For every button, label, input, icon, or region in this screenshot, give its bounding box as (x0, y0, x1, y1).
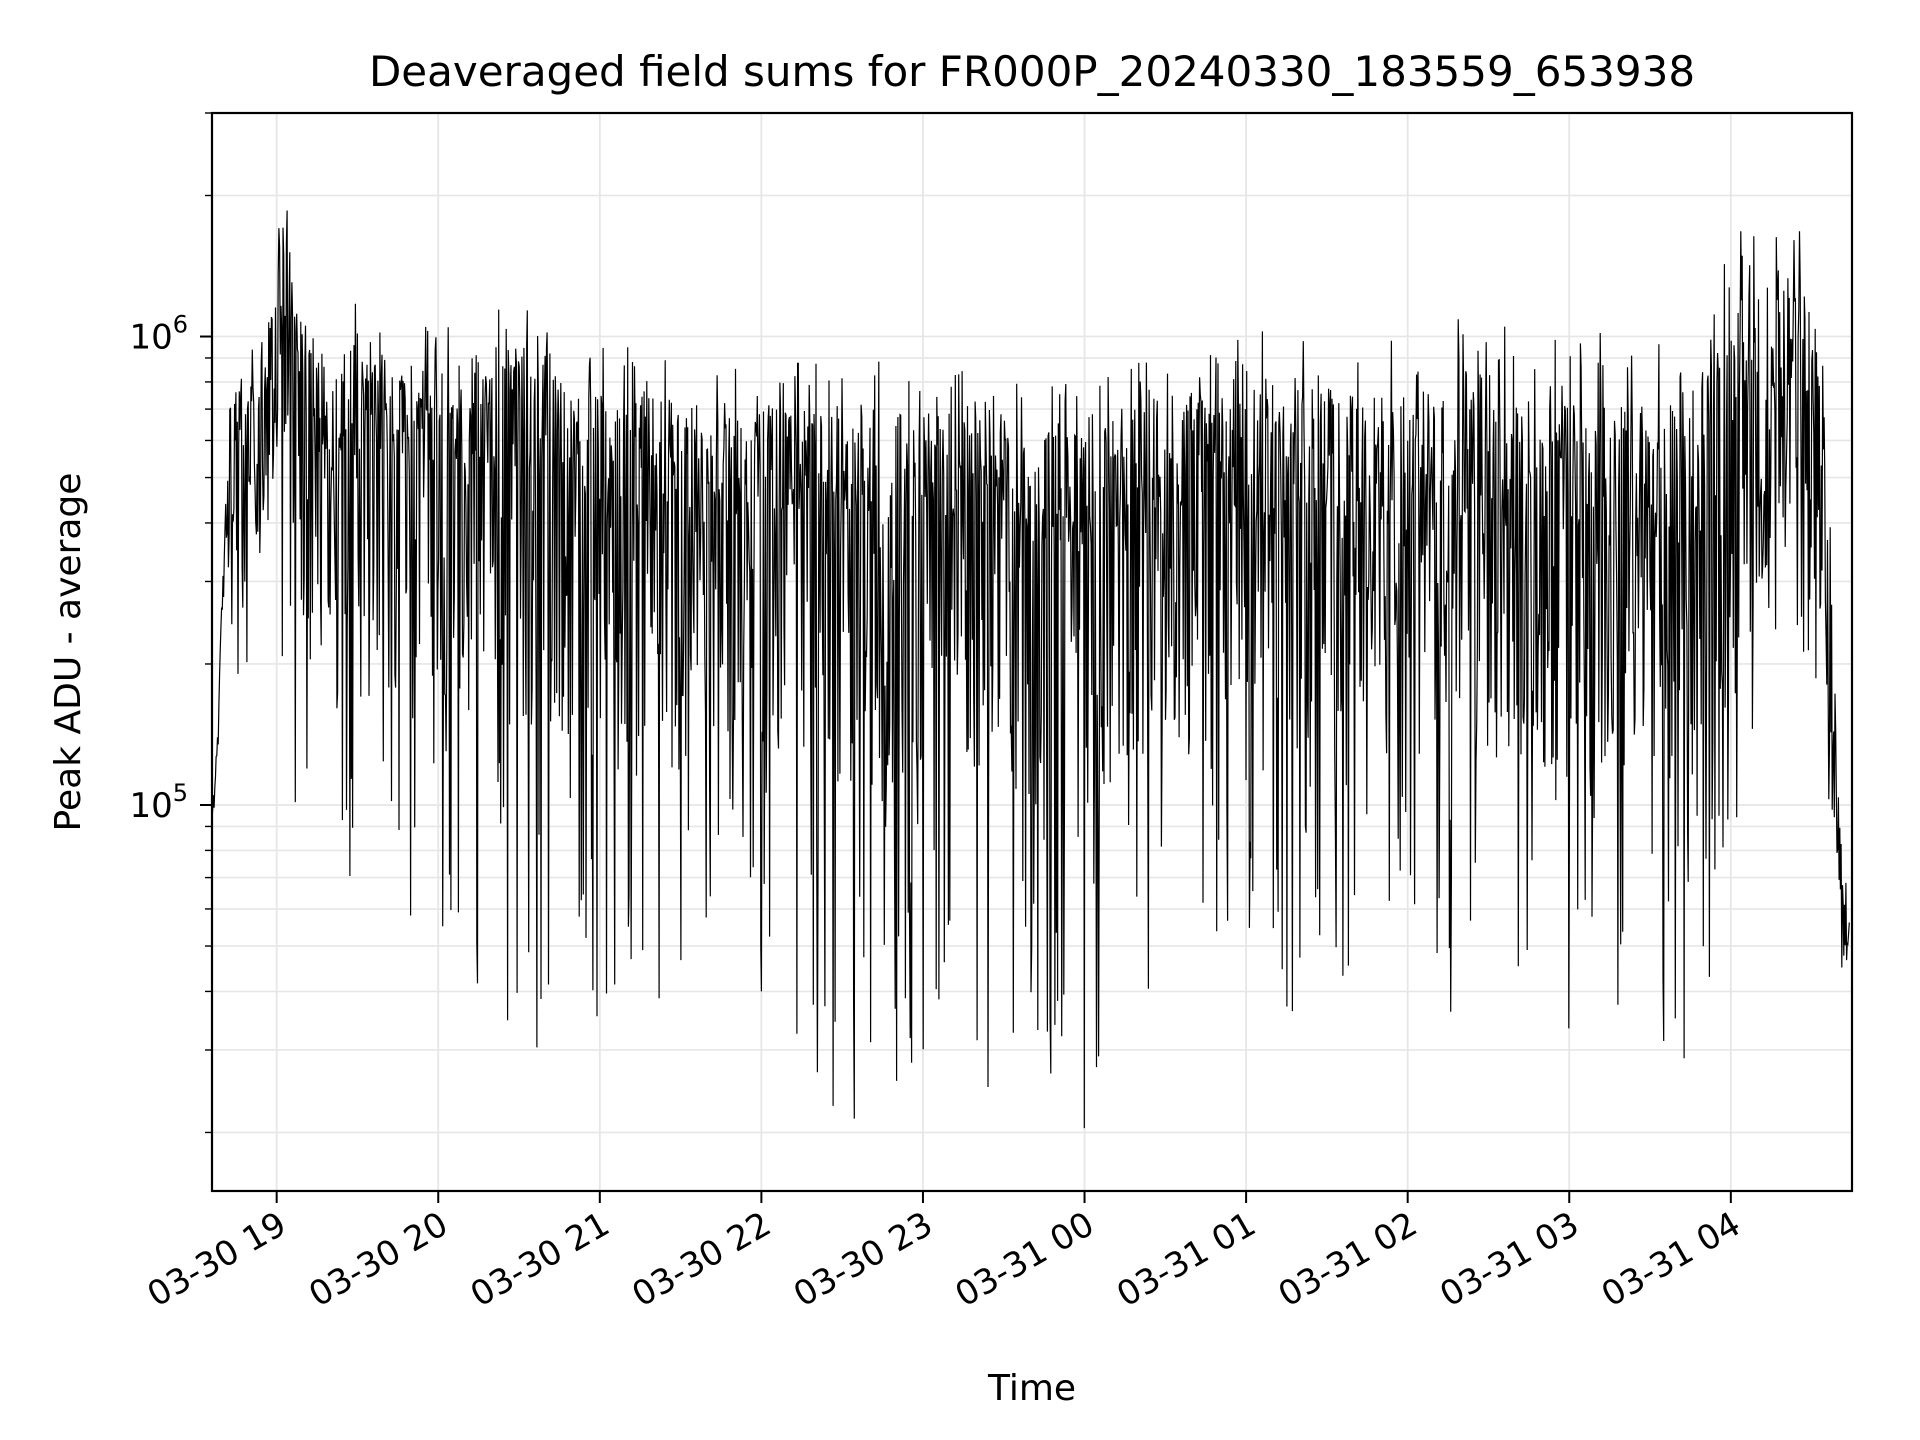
chart-title: Deaveraged field sums for FR000P_2024033… (369, 47, 1695, 96)
series-line (211, 210, 1850, 1129)
plot-frame (210, 111, 1854, 1193)
data-layer (211, 210, 1850, 1129)
y-axis-ticks: 105 106 (129, 112, 212, 1134)
y-tick-label: 105 (129, 779, 188, 826)
y-tick-label: 106 (129, 311, 188, 358)
y-axis-label: Peak ADU - average (48, 473, 89, 832)
x-axis-label: Time (987, 1368, 1076, 1409)
